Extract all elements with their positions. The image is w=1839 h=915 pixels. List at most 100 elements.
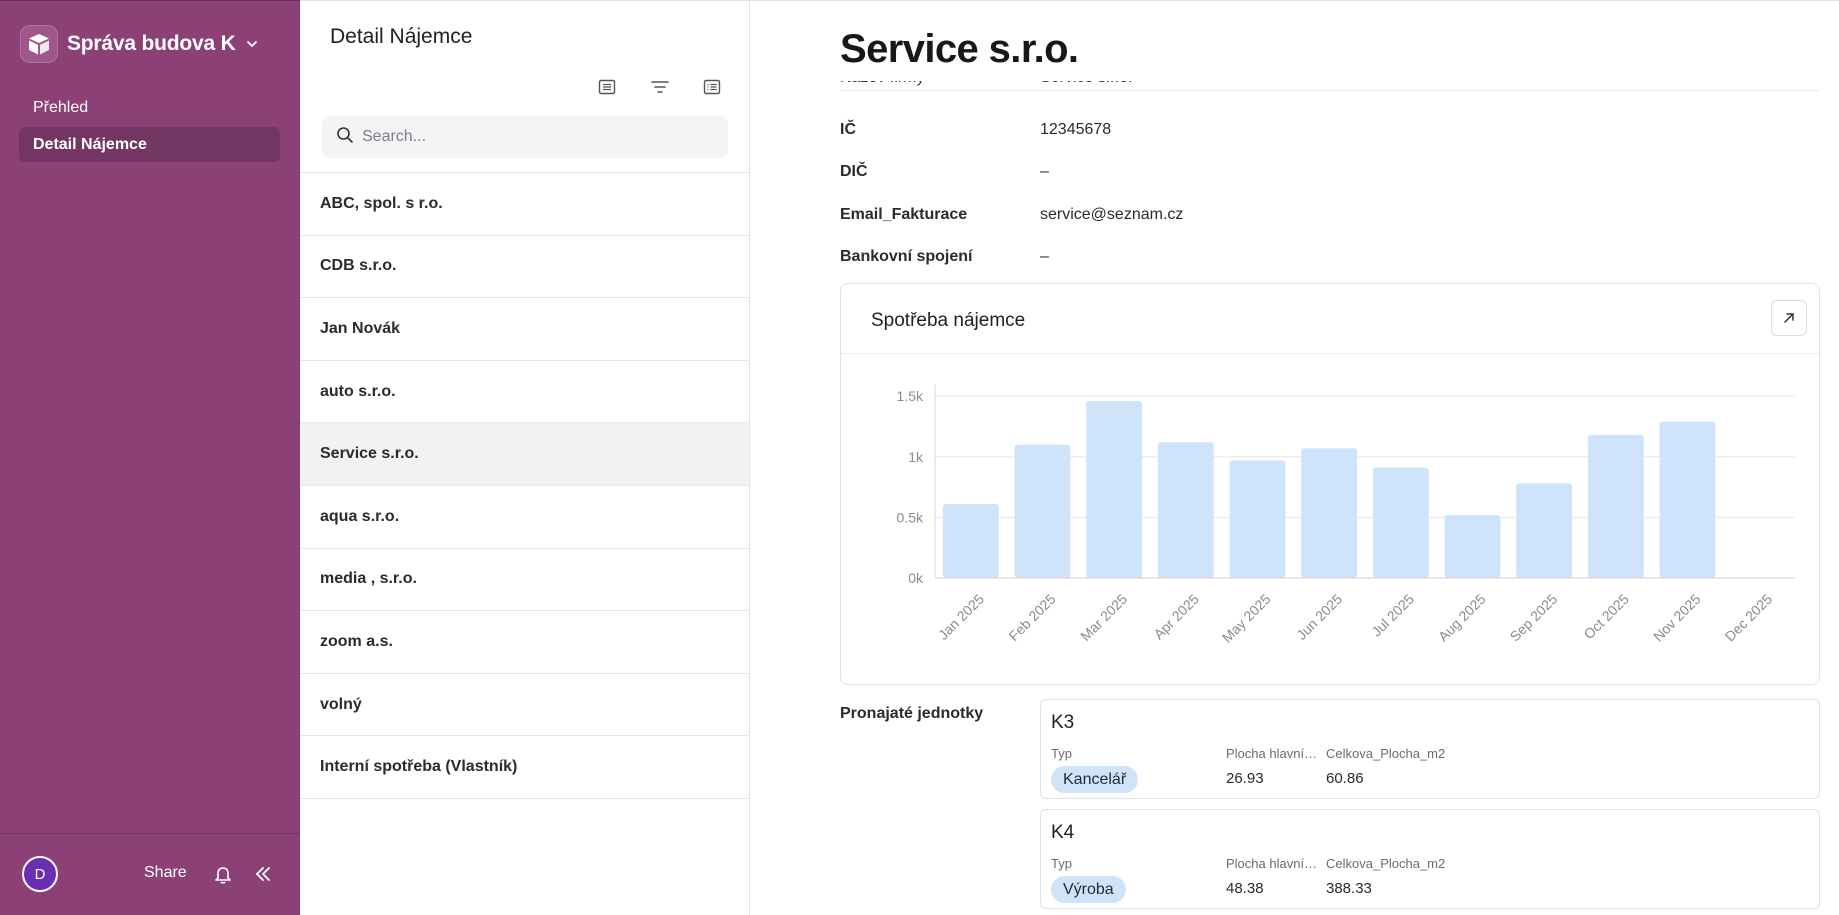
unit-total-area-label: Celkova_Plocha_m2 — [1326, 856, 1446, 871]
unit-type-badge: Kancelář — [1051, 766, 1139, 793]
filter-icon[interactable] — [648, 75, 672, 99]
collapse-sidebar-icon[interactable] — [252, 863, 274, 890]
x-tick-label: Jun 2025 — [1293, 591, 1345, 643]
bar — [1444, 514, 1501, 578]
sidebar-item-label: Detail Nájemce — [33, 135, 147, 153]
bar — [1229, 460, 1286, 578]
sidebar: Správa budova K Přehled Detail Nájemce D… — [0, 0, 300, 915]
field-value: Service s.r.o. — [1040, 77, 1133, 86]
unit-type-label: Typ — [1051, 746, 1072, 761]
sidebar-item-detail-najemce[interactable]: Detail Nájemce — [19, 127, 280, 162]
list-item-label: Jan Novák — [320, 319, 401, 337]
list-title: Detail Nájemce — [330, 25, 473, 48]
unit-name: K4 — [1051, 822, 1075, 843]
field-value: service@seznam.cz — [1040, 206, 1184, 223]
unit-main-area-value: 48.38 — [1226, 880, 1264, 897]
workspace-logo-icon — [20, 25, 58, 63]
workspace-name: Správa budova K — [67, 32, 236, 55]
workspace-switcher[interactable]: Správa budova K — [20, 25, 259, 63]
field-label: Email_Fakturace — [840, 206, 968, 223]
bar — [942, 504, 999, 578]
list-item-label: volný — [320, 695, 362, 713]
rented-units-label: Pronajaté jednotky — [840, 705, 984, 722]
sidebar-item-prehled[interactable]: Přehled — [19, 90, 280, 125]
record-list-panel: Detail Nájemce ABC, spol. s r.o. CDB s.r.… — [300, 0, 750, 915]
unit-card[interactable]: K4 Typ Výroba Plocha hlavní… 48.38 Celkova_Pl… — [1040, 809, 1820, 909]
bar — [1516, 483, 1573, 578]
x-tick-label: Aug 2025 — [1435, 591, 1489, 645]
field-label: Bankovní spojení — [840, 248, 973, 265]
list-item[interactable]: Interní spotřeba (Vlastník) — [300, 736, 749, 799]
sidebar-item-label: Přehled — [33, 98, 89, 116]
list-item-label: aqua s.r.o. — [320, 507, 400, 525]
x-tick-label: Apr 2025 — [1150, 591, 1202, 643]
unit-type-badge: Výroba — [1051, 876, 1126, 903]
bar — [1086, 400, 1143, 578]
chart-title: Spotřeba nájemce — [871, 310, 1026, 331]
list-item-label: ABC, spol. s r.o. — [320, 194, 443, 212]
list-item[interactable]: ABC, spol. s r.o. — [300, 173, 749, 236]
sidebar-footer: D Share — [0, 833, 300, 915]
cutoff-field-row: Název firmy Service s.r.o. — [840, 77, 1820, 91]
y-tick-label: 0k — [908, 570, 924, 586]
bar — [1157, 442, 1214, 578]
bar — [1659, 421, 1716, 578]
field-label: DIČ — [840, 163, 868, 180]
page-title: Service s.r.o. — [840, 27, 1079, 72]
search-icon — [336, 126, 354, 149]
bar — [1587, 434, 1644, 578]
list-item[interactable]: aqua s.r.o. — [300, 486, 749, 549]
bar — [1014, 444, 1071, 578]
x-tick-label: May 2025 — [1219, 591, 1274, 646]
field-label: Název firmy — [840, 77, 925, 86]
field-label: IČ — [840, 121, 856, 138]
x-tick-label: Dec 2025 — [1722, 591, 1776, 645]
search-box — [322, 116, 728, 158]
unit-total-area-value: 60.86 — [1326, 770, 1364, 787]
unit-total-area-label: Celkova_Plocha_m2 — [1326, 746, 1446, 761]
list-item[interactable]: CDB s.r.o. — [300, 236, 749, 299]
bell-icon[interactable] — [212, 863, 234, 890]
field-value: 12345678 — [1040, 121, 1112, 138]
share-button[interactable]: Share — [144, 864, 187, 881]
detail-panel: Název firmy Service s.r.o. Service s.r.o… — [750, 0, 1839, 915]
list-item[interactable]: Jan Novák — [300, 298, 749, 361]
list-item[interactable]: media , s.r.o. — [300, 549, 749, 612]
unit-total-area-value: 388.33 — [1326, 880, 1372, 897]
x-tick-label: Mar 2025 — [1077, 591, 1130, 644]
unit-main-area-label: Plocha hlavní… — [1226, 746, 1318, 761]
bar — [1372, 467, 1429, 578]
list-item-label: media , s.r.o. — [320, 570, 417, 588]
x-tick-label: Feb 2025 — [1005, 591, 1058, 644]
x-tick-label: Sep 2025 — [1507, 591, 1561, 645]
list-item-label: Interní spotřeba (Vlastník) — [320, 758, 518, 776]
y-tick-label: 1.5k — [897, 388, 924, 404]
list-item[interactable]: auto s.r.o. — [300, 361, 749, 424]
chart-card: Spotřeba nájemce 0k 0.5k 1k 1.5k Jan 2025 Feb… — [840, 283, 1820, 685]
y-tick-label: 0.5k — [897, 509, 924, 525]
list-item-label: zoom a.s. — [320, 632, 393, 650]
unit-name: K3 — [1051, 712, 1075, 733]
chevron-down-icon — [245, 37, 259, 51]
unit-main-area-value: 26.93 — [1226, 770, 1264, 787]
field-value: – — [1040, 248, 1049, 265]
x-tick-label: Jul 2025 — [1368, 591, 1417, 640]
y-tick-label: 1k — [908, 449, 924, 465]
search-input[interactable] — [362, 128, 702, 146]
list-item[interactable]: zoom a.s. — [300, 611, 749, 674]
field-settings-icon[interactable] — [700, 75, 724, 99]
record-list: ABC, spol. s r.o. CDB s.r.o. Jan Novák auto… — [300, 172, 749, 799]
avatar[interactable]: D — [22, 856, 58, 892]
list-item[interactable]: volný — [300, 674, 749, 737]
unit-card[interactable]: K3 Typ Kancelář Plocha hlavní… 26.93 Celkova_… — [1040, 699, 1820, 799]
layout-list-icon[interactable] — [595, 75, 619, 99]
expand-icon[interactable] — [1771, 300, 1807, 336]
x-tick-label: Oct 2025 — [1580, 591, 1632, 643]
bar-chart: 0k 0.5k 1k 1.5k Jan 2025 Feb 2025 Mar 2025 Apr … — [897, 384, 1795, 646]
x-tick-label: Nov 2025 — [1650, 591, 1704, 645]
unit-main-area-label: Plocha hlavní… — [1226, 856, 1318, 871]
unit-type-label: Typ — [1051, 856, 1072, 871]
list-item-label: Service s.r.o. — [320, 445, 419, 463]
list-item[interactable]: Service s.r.o. — [300, 423, 749, 486]
bar — [1301, 448, 1358, 578]
